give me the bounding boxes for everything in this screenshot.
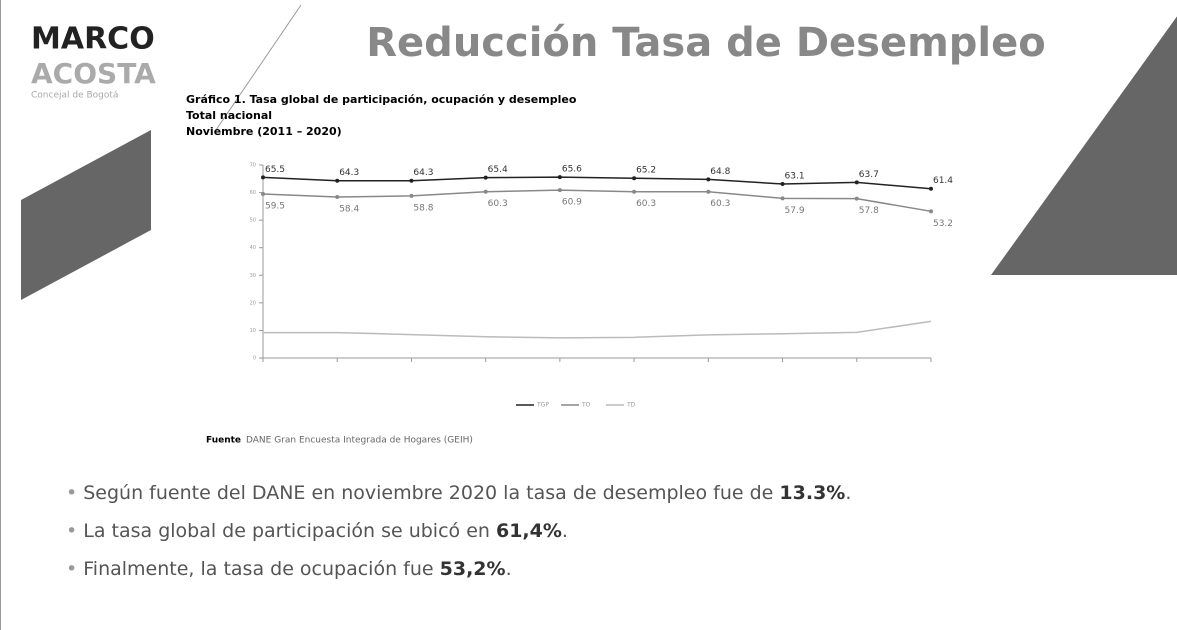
data-label: 58.4 [339,204,359,214]
data-label: 60.3 [636,199,656,209]
series-line [262,176,932,190]
bullet-text: La tasa global de participación se ubicó… [83,520,496,542]
point [483,175,488,180]
source-label: Fuente [206,436,241,446]
data-label: 57.9 [785,206,805,216]
data-label: 65.4 [488,165,508,175]
point [409,178,414,183]
legend-label: TO [581,402,591,409]
point [780,182,785,187]
data-label: 53.2 [933,219,953,229]
y-tick-label: 0 [253,356,256,362]
y-tick-label: 40 [250,245,256,251]
deco-line [215,4,302,131]
logo-bottom: ACOSTA [31,57,156,90]
data-label: 63.7 [859,170,879,180]
caption: Total nacional [186,109,272,122]
y-tick-label: 70 [250,163,256,169]
y-tick-label: 60 [250,190,256,196]
point [632,189,637,194]
data-label: 65.2 [636,166,656,176]
point [557,175,562,180]
y-tick-label: 50 [250,218,256,224]
data-label: 61.4 [933,176,953,186]
data-label: 64.8 [710,167,730,177]
bullet: • Según fuente del DANE en noviembre 202… [66,482,851,504]
point [632,176,637,181]
point [335,178,340,183]
bullet: • La tasa global de participación se ubi… [66,520,568,542]
legend-label: TD [626,402,636,409]
point [483,189,488,194]
data-label: 60.9 [562,198,582,208]
point [780,196,785,201]
point [335,194,340,199]
point [929,209,933,214]
data-label: 65.5 [265,165,285,175]
data-label: 59.5 [265,201,285,211]
point [929,186,933,191]
bullet-dot: • [66,558,84,580]
bullet-end: . [845,482,852,504]
source-text: DANE Gran Encuesta Integrada de Hogares … [246,436,473,446]
point [261,175,265,180]
series-line [262,189,932,213]
bullet-value: 53,2% [439,558,506,580]
data-label: 63.1 [785,172,805,182]
data-label: 57.8 [859,206,879,216]
point [706,177,711,182]
bullet-dot: • [66,520,84,542]
point [261,191,265,196]
bullet-text: Según fuente del DANE en noviembre 2020 … [83,482,780,504]
bullet-end: . [505,558,512,580]
bullet: • Finalmente, la tasa de ocupación fue 5… [66,558,512,580]
y-tick-label: 20 [250,300,256,306]
point [854,196,859,201]
bullet-text: Finalmente, la tasa de ocupación fue [83,558,440,580]
bullet-dot: • [66,482,84,504]
logo-sub: Concejal de Bogotá [31,91,118,101]
deco-left [21,130,151,300]
point [557,188,562,193]
chart: 0 10 20 30 40 50 60 70 65.5 64.3 64.3 65.4 65.6 65.2 6… [250,163,954,409]
point [409,193,414,198]
logo-top: MARCO [31,22,155,57]
data-label: 65.6 [562,165,582,175]
data-label: 64.3 [339,168,359,178]
point [854,180,859,185]
title: Reducción Tasa de Desempleo [366,20,1046,66]
deco-right [991,16,1177,275]
data-label: 60.3 [710,199,730,209]
bullet-value: 13.3% [779,482,846,504]
y-tick-label: 10 [250,328,256,334]
caption: Noviembre (2011 – 2020) [186,125,342,138]
series-line [263,320,932,339]
y-tick-label: 30 [250,273,256,279]
bullet-end: . [561,520,568,542]
data-label: 60.3 [488,199,508,209]
bullet-value: 61,4% [495,520,562,542]
legend-label: TGP [536,402,549,409]
point [706,189,711,194]
data-label: 64.3 [413,168,433,178]
data-label: 58.8 [413,203,433,213]
caption: Gráfico 1. Tasa global de participación,… [186,93,577,106]
